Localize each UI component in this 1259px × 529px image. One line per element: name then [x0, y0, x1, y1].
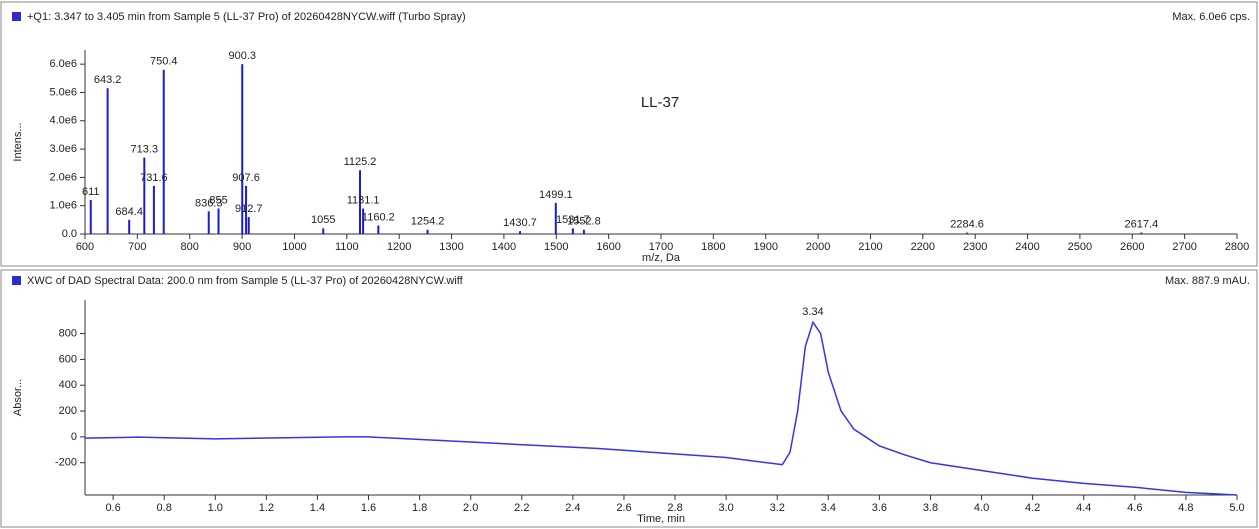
- y-tick-label: 6.0e6: [49, 58, 77, 70]
- x-tick-label: 0.6: [105, 502, 120, 514]
- x-axis-label: m/z, Da: [642, 252, 681, 264]
- x-tick-label: 2500: [1068, 241, 1092, 253]
- x-tick-label: 2.8: [667, 502, 682, 514]
- peak-label: 2284.6: [950, 218, 984, 230]
- x-tick-label: 5.0: [1229, 502, 1244, 514]
- x-tick-label: 2200: [911, 241, 935, 253]
- x-tick-label: 2.0: [463, 502, 478, 514]
- y-tick-label: 3.0e6: [49, 143, 77, 155]
- y-axis-label: Intens...: [12, 122, 24, 161]
- x-tick-label: 1100: [335, 241, 359, 253]
- x-tick-label: 800: [181, 241, 199, 253]
- x-tick-label: 3.8: [923, 502, 938, 514]
- x-tick-label: 2.4: [565, 502, 580, 514]
- x-tick-label: 1800: [701, 241, 725, 253]
- peak-label: 684.4: [115, 206, 143, 218]
- peak-label: 900.3: [228, 50, 256, 62]
- x-tick-label: 4.0: [974, 502, 989, 514]
- x-tick-label: 2.6: [616, 502, 631, 514]
- peak-label: 611: [82, 186, 100, 198]
- y-tick-label: 400: [59, 379, 77, 391]
- x-tick-label: 4.2: [1025, 502, 1040, 514]
- y-tick-label: 0: [71, 431, 77, 443]
- y-tick-label: 800: [59, 327, 77, 339]
- chart-title: XWC of DAD Spectral Data: 200.0 nm from …: [27, 275, 464, 287]
- x-tick-label: 2.2: [514, 502, 529, 514]
- peak-label: 836.3: [195, 197, 223, 209]
- peak-label: 643.2: [94, 74, 122, 86]
- peak-label: 907.6: [232, 172, 260, 184]
- x-tick-label: 3.0: [718, 502, 733, 514]
- chart-panel: +Q1: 3.347 to 3.405 min from Sample 5 (L…: [0, 1, 1258, 267]
- x-tick-label: 1.4: [310, 502, 325, 514]
- annotation: LL-37: [641, 94, 679, 111]
- y-tick-label: 4.0e6: [49, 115, 77, 127]
- peak-label: 1125.2: [344, 156, 377, 168]
- x-tick-label: 2800: [1225, 241, 1249, 253]
- y-tick-label: 200: [59, 405, 77, 417]
- peak-label: 3.34: [802, 306, 823, 318]
- x-tick-label: 1400: [492, 241, 516, 253]
- y-tick-label: 2.0e6: [49, 171, 77, 183]
- x-axis-label: Time, min: [637, 513, 685, 525]
- peak-label: 1254.2: [411, 216, 445, 228]
- header-icon: [12, 12, 21, 21]
- y-tick-label: 600: [59, 353, 77, 365]
- x-tick-label: 2400: [1015, 241, 1039, 253]
- x-tick-label: 1.8: [412, 502, 427, 514]
- x-tick-label: 1.6: [361, 502, 376, 514]
- y-tick-label: -200: [55, 457, 77, 469]
- x-tick-label: 1600: [596, 241, 620, 253]
- trace: [84, 320, 1238, 496]
- peak-label: 912.7: [235, 203, 263, 215]
- x-tick-label: 700: [128, 241, 146, 253]
- peak-label: 1131.1: [347, 194, 380, 206]
- x-tick-label: 1000: [282, 241, 306, 253]
- x-tick-label: 900: [233, 241, 251, 253]
- peak-label: 1430.7: [503, 217, 537, 229]
- peak-label: 713.3: [131, 143, 159, 155]
- x-tick-label: 1700: [649, 241, 673, 253]
- x-tick-label: 1500: [544, 241, 568, 253]
- peak-label: 1552.8: [567, 216, 601, 228]
- chart-title: +Q1: 3.347 to 3.405 min from Sample 5 (L…: [27, 11, 466, 23]
- x-tick-label: 4.6: [1127, 502, 1142, 514]
- peak-label: 1055: [311, 214, 335, 226]
- x-tick-label: 1300: [439, 241, 463, 253]
- peak-label: 1531.7: [556, 214, 590, 226]
- x-tick-label: 1.2: [259, 502, 274, 514]
- peak-label: 1499.1: [539, 189, 573, 201]
- x-tick-label: 2300: [963, 241, 987, 253]
- x-tick-label: 1.0: [208, 502, 223, 514]
- chart-panel: XWC of DAD Spectral Data: 200.0 nm from …: [0, 269, 1258, 528]
- y-tick-label: 5.0e6: [49, 86, 77, 98]
- x-tick-label: 3.6: [872, 502, 887, 514]
- x-tick-label: 600: [76, 241, 94, 253]
- x-tick-label: 4.4: [1076, 502, 1091, 514]
- peak-label: 855: [209, 194, 227, 206]
- x-tick-label: 3.2: [770, 502, 785, 514]
- x-tick-label: 3.4: [821, 502, 836, 514]
- x-tick-label: 0.8: [157, 502, 172, 514]
- x-tick-label: 1900: [753, 241, 777, 253]
- x-tick-label: 2100: [858, 241, 882, 253]
- peak-label: 750.4: [150, 56, 178, 68]
- y-tick-label: 1.0e6: [49, 200, 77, 212]
- y-axis-label: Absor...: [12, 379, 24, 416]
- peak-label: 1160.2: [362, 211, 395, 223]
- panel-frame: [0, 269, 1258, 528]
- y-tick-label: 0.0: [62, 228, 77, 240]
- x-tick-label: 1200: [387, 241, 411, 253]
- max-label: Max. 887.9 mAU.: [1165, 275, 1250, 287]
- x-tick-label: 2000: [806, 241, 830, 253]
- x-tick-label: 4.8: [1178, 502, 1193, 514]
- max-label: Max. 6.0e6 cps.: [1172, 11, 1250, 23]
- peak-label: 2617.4: [1125, 218, 1159, 230]
- x-tick-label: 2700: [1172, 241, 1196, 253]
- header-icon: [12, 276, 21, 285]
- panel-frame: [0, 1, 1258, 267]
- x-tick-label: 2600: [1120, 241, 1144, 253]
- peak-label: 731.6: [140, 172, 168, 184]
